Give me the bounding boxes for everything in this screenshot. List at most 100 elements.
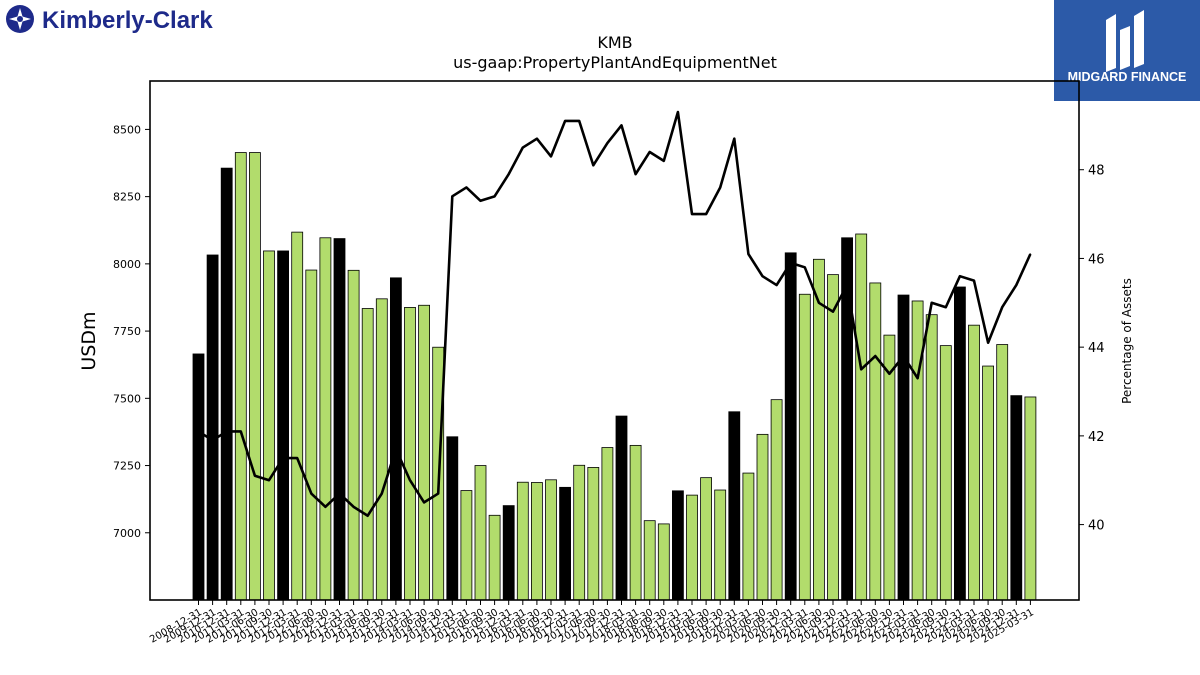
line-point-2020-12-31 [790,262,792,264]
line-point-2016-09-30 [550,155,552,158]
bar-2016-03-31 [516,481,529,601]
y-tick-label: 7500 [113,392,141,405]
bar-2024-12-31 [1010,395,1023,601]
y-axis-label: USDm [78,311,100,370]
line-point-2008-12-31 [197,430,200,433]
bar-2018-12-31 [672,490,684,601]
y2-tick-label: 48 [1088,164,1105,179]
bar-2019-03-31 [686,494,698,601]
bar-2025-03-31 [1024,396,1037,601]
y-tick-label: 7750 [113,325,141,338]
line-point-2012-12-31 [338,492,341,495]
line-point-2017-09-30 [606,142,609,144]
line-point-2022-12-31 [902,355,905,357]
bar-2021-09-30 [827,274,839,601]
bar-2022-06-30 [869,282,882,601]
bar-2015-06-30 [474,465,487,601]
chart-title: KMB [597,33,632,52]
line-point-2016-03-31 [522,146,524,149]
bar-2020-03-31 [742,472,755,601]
bar-2013-03-31 [347,269,360,601]
line-point-2019-06-30 [705,213,707,215]
chart-subtitle: us-gaap:PropertyPlantAndEquipmentNet [453,53,777,72]
bar-2015-12-31 [502,505,515,601]
bar-series [192,152,1037,601]
line-point-2013-12-31 [395,448,397,450]
kimberly-clark-logo: Kimberly-Clark [6,5,213,34]
line-point-2014-03-31 [409,479,411,481]
line-point-2024-12-31 [1015,284,1017,286]
bar-2020-06-30 [756,433,769,601]
line-point-2017-12-31 [620,124,623,126]
line-point-2016-12-31 [564,120,566,122]
bar-2011-06-30 [248,152,261,601]
line-point-2021-09-30 [832,311,834,313]
line-point-2020-09-30 [776,284,778,286]
bar-2009-12-31 [206,254,219,601]
bar-2023-06-30 [925,314,938,601]
line-point-2012-06-30 [310,492,312,495]
line-point-2014-09-30 [437,492,439,495]
bar-2014-06-30 [418,304,431,601]
line-point-2023-12-31 [959,275,961,277]
line-point-2019-12-31 [733,138,735,140]
bar-2012-12-31 [333,238,346,601]
y-tick-label: 7250 [113,460,141,473]
bar-2016-06-30 [531,482,543,601]
bar-2018-06-30 [643,520,656,601]
bar-2014-03-31 [404,307,416,601]
line-point-2011-12-31 [282,457,284,459]
bar-2014-12-31 [446,436,459,601]
bar-2017-09-30 [601,447,614,601]
line-point-2019-03-31 [691,213,693,215]
bar-2012-09-30 [319,237,332,601]
line-point-2023-03-31 [917,377,919,379]
bar-2017-12-31 [615,415,628,601]
line-point-2019-09-30 [719,186,721,189]
line-point-2018-06-30 [649,151,651,153]
line-point-2015-12-31 [508,173,510,175]
line-point-2022-03-31 [860,368,862,370]
line-point-2012-09-30 [324,506,326,508]
line-point-2022-06-30 [874,355,876,357]
line-point-2013-06-30 [367,515,369,517]
line-point-2024-06-30 [987,342,989,344]
line-point-2024-09-30 [1001,306,1003,308]
bar-2021-06-30 [813,258,825,601]
line-series [197,110,1032,518]
line-point-2011-03-31 [240,430,242,433]
bar-2023-12-31 [954,286,966,601]
bar-2021-03-31 [798,293,811,601]
y2-axis-label: Percentage of Assets [1120,278,1134,404]
line-point-2015-09-30 [494,195,496,197]
line-point-2009-12-31 [212,439,214,441]
line-point-2018-03-31 [635,173,637,175]
line-point-2018-12-31 [677,111,679,113]
y-tick-label: 7000 [113,527,141,540]
line-point-2016-06-30 [536,138,538,140]
bar-2012-06-30 [305,269,318,601]
bar-2017-06-30 [587,467,600,601]
bar-2020-12-31 [784,252,797,601]
bar-2016-09-30 [545,479,557,601]
bar-2023-09-30 [939,345,952,601]
line-point-2017-03-31 [578,120,580,122]
line-point-2021-06-30 [818,302,820,304]
left-axis: 7000 7250 7500 7750 8000 8250 8500 [113,123,150,540]
bar-2013-06-30 [361,308,374,601]
y-tick-label: 8500 [113,123,141,136]
bar-2011-12-31 [277,250,290,601]
bar-2015-03-31 [460,490,473,601]
line-point-2013-09-30 [381,492,383,495]
publisher-logo-text: MIDGARD FINANCE [1068,70,1187,84]
bar-2011-09-30 [263,250,275,601]
line-point-2022-09-30 [888,373,891,375]
bar-2008-12-31 [192,353,205,601]
bar-2019-06-30 [700,477,712,601]
bar-2010-12-31 [220,167,233,601]
bar-2024-06-30 [982,365,994,601]
right-axis: 40 42 44 46 48 [1079,164,1105,534]
line-point-2014-12-31 [451,195,453,197]
line-point-2025-03-31 [1029,253,1031,255]
bar-2022-12-31 [897,294,910,601]
